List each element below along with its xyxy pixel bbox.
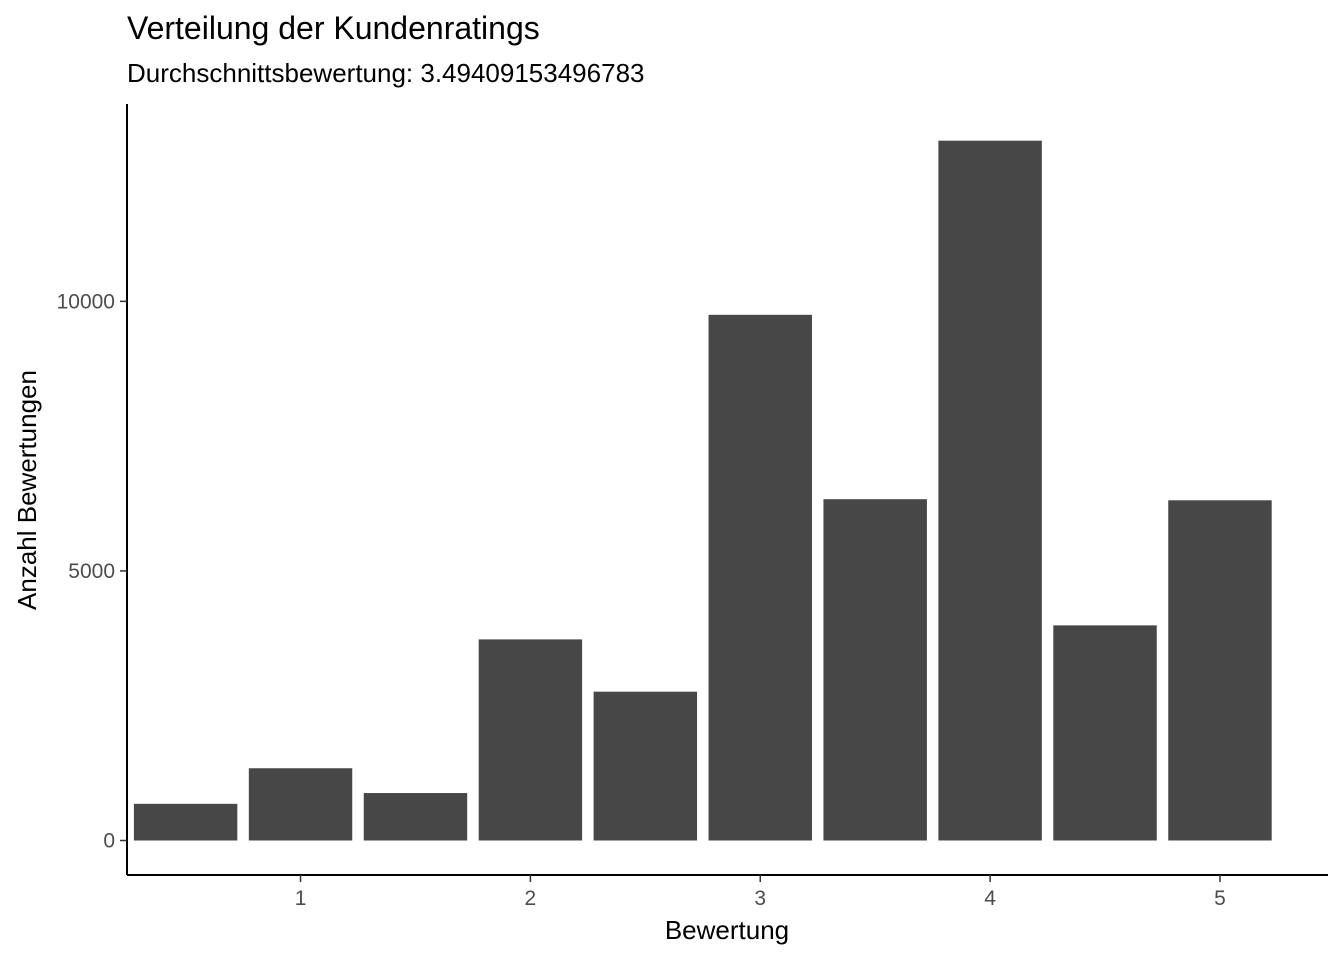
chart-subtitle: Durchschnittsbewertung: 3.49409153496783 (127, 58, 645, 88)
bar (248, 768, 353, 841)
y-tick-label: 10000 (57, 290, 115, 313)
bar (1053, 625, 1157, 841)
bar (478, 639, 583, 841)
bar (133, 803, 238, 841)
bars (133, 140, 1272, 841)
y-tick-label: 5000 (68, 560, 115, 583)
y-axis-title: Anzahl Bewertungen (12, 370, 42, 610)
x-tick-label: 1 (295, 887, 307, 910)
y-tick-label: 0 (103, 829, 115, 852)
x-tick-label: 3 (754, 887, 766, 910)
x-axis-title: Bewertung (665, 915, 789, 945)
bar (593, 691, 698, 841)
x-tick-label: 5 (1214, 887, 1226, 910)
bar (823, 499, 927, 841)
bar (938, 140, 1042, 841)
chart-title: Verteilung der Kundenratings (127, 10, 540, 46)
x-axis: 1 2 3 4 5 (127, 874, 1328, 910)
x-tick-label: 2 (525, 887, 537, 910)
y-axis: 0 5000 10000 (57, 104, 128, 875)
bar (708, 314, 812, 841)
x-tick-label: 4 (984, 887, 996, 910)
bar (363, 793, 468, 841)
bar (1168, 500, 1272, 841)
